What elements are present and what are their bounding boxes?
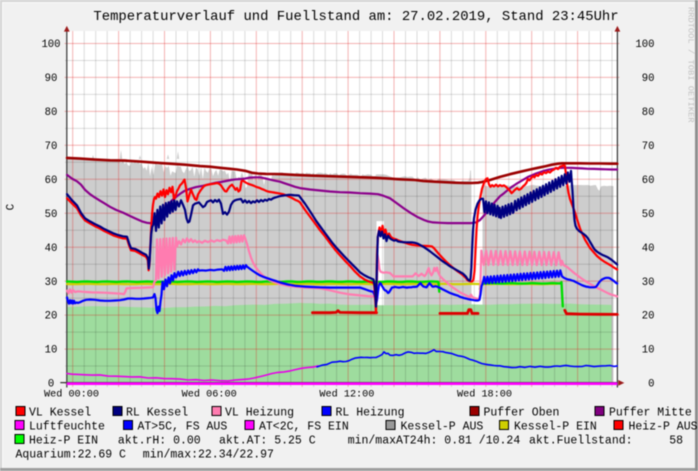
svg-text:40: 40	[45, 243, 58, 255]
svg-text:90: 90	[642, 73, 655, 85]
svg-text:RL Heizung: RL Heizung	[336, 407, 405, 420]
svg-text:60: 60	[45, 175, 58, 187]
svg-text:20: 20	[45, 311, 58, 323]
svg-text:Puffer Oben: Puffer Oben	[484, 407, 560, 420]
svg-text:40: 40	[642, 243, 655, 255]
svg-text:Luftfeuchte: Luftfeuchte	[29, 421, 105, 434]
svg-text:0: 0	[648, 379, 654, 391]
svg-text:10: 10	[45, 345, 58, 357]
svg-text:30: 30	[642, 277, 655, 289]
svg-text:30: 30	[45, 277, 58, 289]
svg-text:Temperaturverlauf und Fuellsta: Temperaturverlauf und Fuellstand am: 27.…	[93, 9, 618, 25]
svg-text:Aquarium:22.69 C: Aquarium:22.69 C	[16, 449, 127, 462]
svg-text:Wed 00:00: Wed 00:00	[44, 389, 99, 401]
svg-text:Kessel-P AUS: Kessel-P AUS	[401, 421, 484, 434]
svg-text:Wed 06:00: Wed 06:00	[182, 389, 237, 401]
svg-text:min/maxAT24h: 0.81 /10.24: min/maxAT24h: 0.81 /10.24	[348, 435, 521, 448]
svg-text:80: 80	[642, 107, 655, 119]
svg-text:60: 60	[642, 175, 655, 187]
svg-text:Wed 18:00: Wed 18:00	[457, 389, 512, 401]
svg-text:akt.Fuellstand:: akt.Fuellstand:	[529, 435, 633, 448]
svg-text:50: 50	[45, 209, 58, 221]
svg-text:100: 100	[41, 39, 60, 51]
svg-text:20: 20	[642, 311, 655, 323]
svg-text:90: 90	[45, 73, 58, 85]
svg-text:Wed 12:00: Wed 12:00	[319, 389, 374, 401]
svg-text:70: 70	[642, 141, 655, 153]
svg-text:AT>5C, FS AUS: AT>5C, FS AUS	[138, 421, 228, 434]
svg-text:50: 50	[642, 209, 655, 221]
svg-text:80: 80	[45, 107, 58, 119]
svg-text:VL Kessel: VL Kessel	[29, 407, 91, 420]
svg-text:akt.rH: 0.00: akt.rH: 0.00	[118, 435, 201, 448]
svg-text:70: 70	[45, 141, 58, 153]
svg-text:Puffer Mitte: Puffer Mitte	[609, 407, 692, 420]
svg-text:min/max:22.34/22.97: min/max:22.34/22.97	[143, 449, 274, 462]
svg-text:RRDTOOL / TOBI OETIKER: RRDTOOL / TOBI OETIKER	[686, 7, 696, 123]
svg-text:AT<2C, FS EIN: AT<2C, FS EIN	[259, 421, 349, 434]
svg-text:Kessel-P EIN: Kessel-P EIN	[514, 421, 597, 434]
svg-text:58: 58	[669, 435, 683, 448]
svg-text:10: 10	[642, 345, 655, 357]
svg-text:akt.AT: 5.25 C: akt.AT: 5.25 C	[219, 435, 316, 448]
svg-text:VL Heizung: VL Heizung	[225, 407, 294, 420]
svg-text:RL Kessel: RL Kessel	[126, 407, 188, 420]
svg-text:Heiz-P EIN: Heiz-P EIN	[29, 435, 98, 448]
svg-text:Heiz-P AUS: Heiz-P AUS	[629, 421, 698, 434]
svg-text:C: C	[6, 203, 18, 210]
svg-text:0: 0	[48, 379, 54, 391]
svg-text:100: 100	[635, 39, 654, 51]
